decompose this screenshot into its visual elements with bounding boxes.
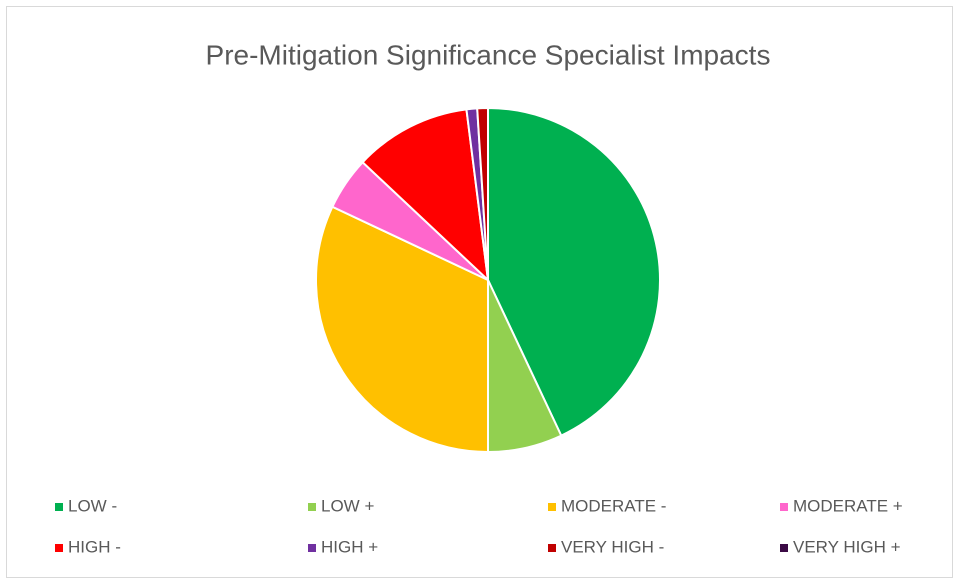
legend-swatch	[548, 544, 556, 552]
legend-swatch	[55, 544, 63, 552]
legend-swatch	[308, 544, 316, 552]
legend-label: MODERATE -	[561, 496, 666, 515]
pie-slice	[487, 106, 661, 437]
legend-swatch	[780, 544, 788, 552]
legend-label: LOW +	[321, 496, 374, 515]
legend-swatch	[308, 503, 316, 511]
legend-label: LOW -	[68, 496, 117, 515]
legend-swatch	[55, 503, 63, 511]
legend-label: VERY HIGH -	[561, 537, 664, 556]
legend-label: HIGH +	[321, 537, 378, 556]
legend-label: HIGH -	[68, 537, 121, 556]
pie-slice	[315, 205, 489, 454]
legend-label: MODERATE +	[793, 496, 903, 515]
legend-swatch	[548, 503, 556, 511]
pie-slice	[361, 108, 490, 283]
legend-label: VERY HIGH +	[793, 537, 901, 556]
chart-title: Pre-Mitigation Significance Specialist I…	[206, 39, 771, 70]
legend-swatch	[780, 503, 788, 511]
